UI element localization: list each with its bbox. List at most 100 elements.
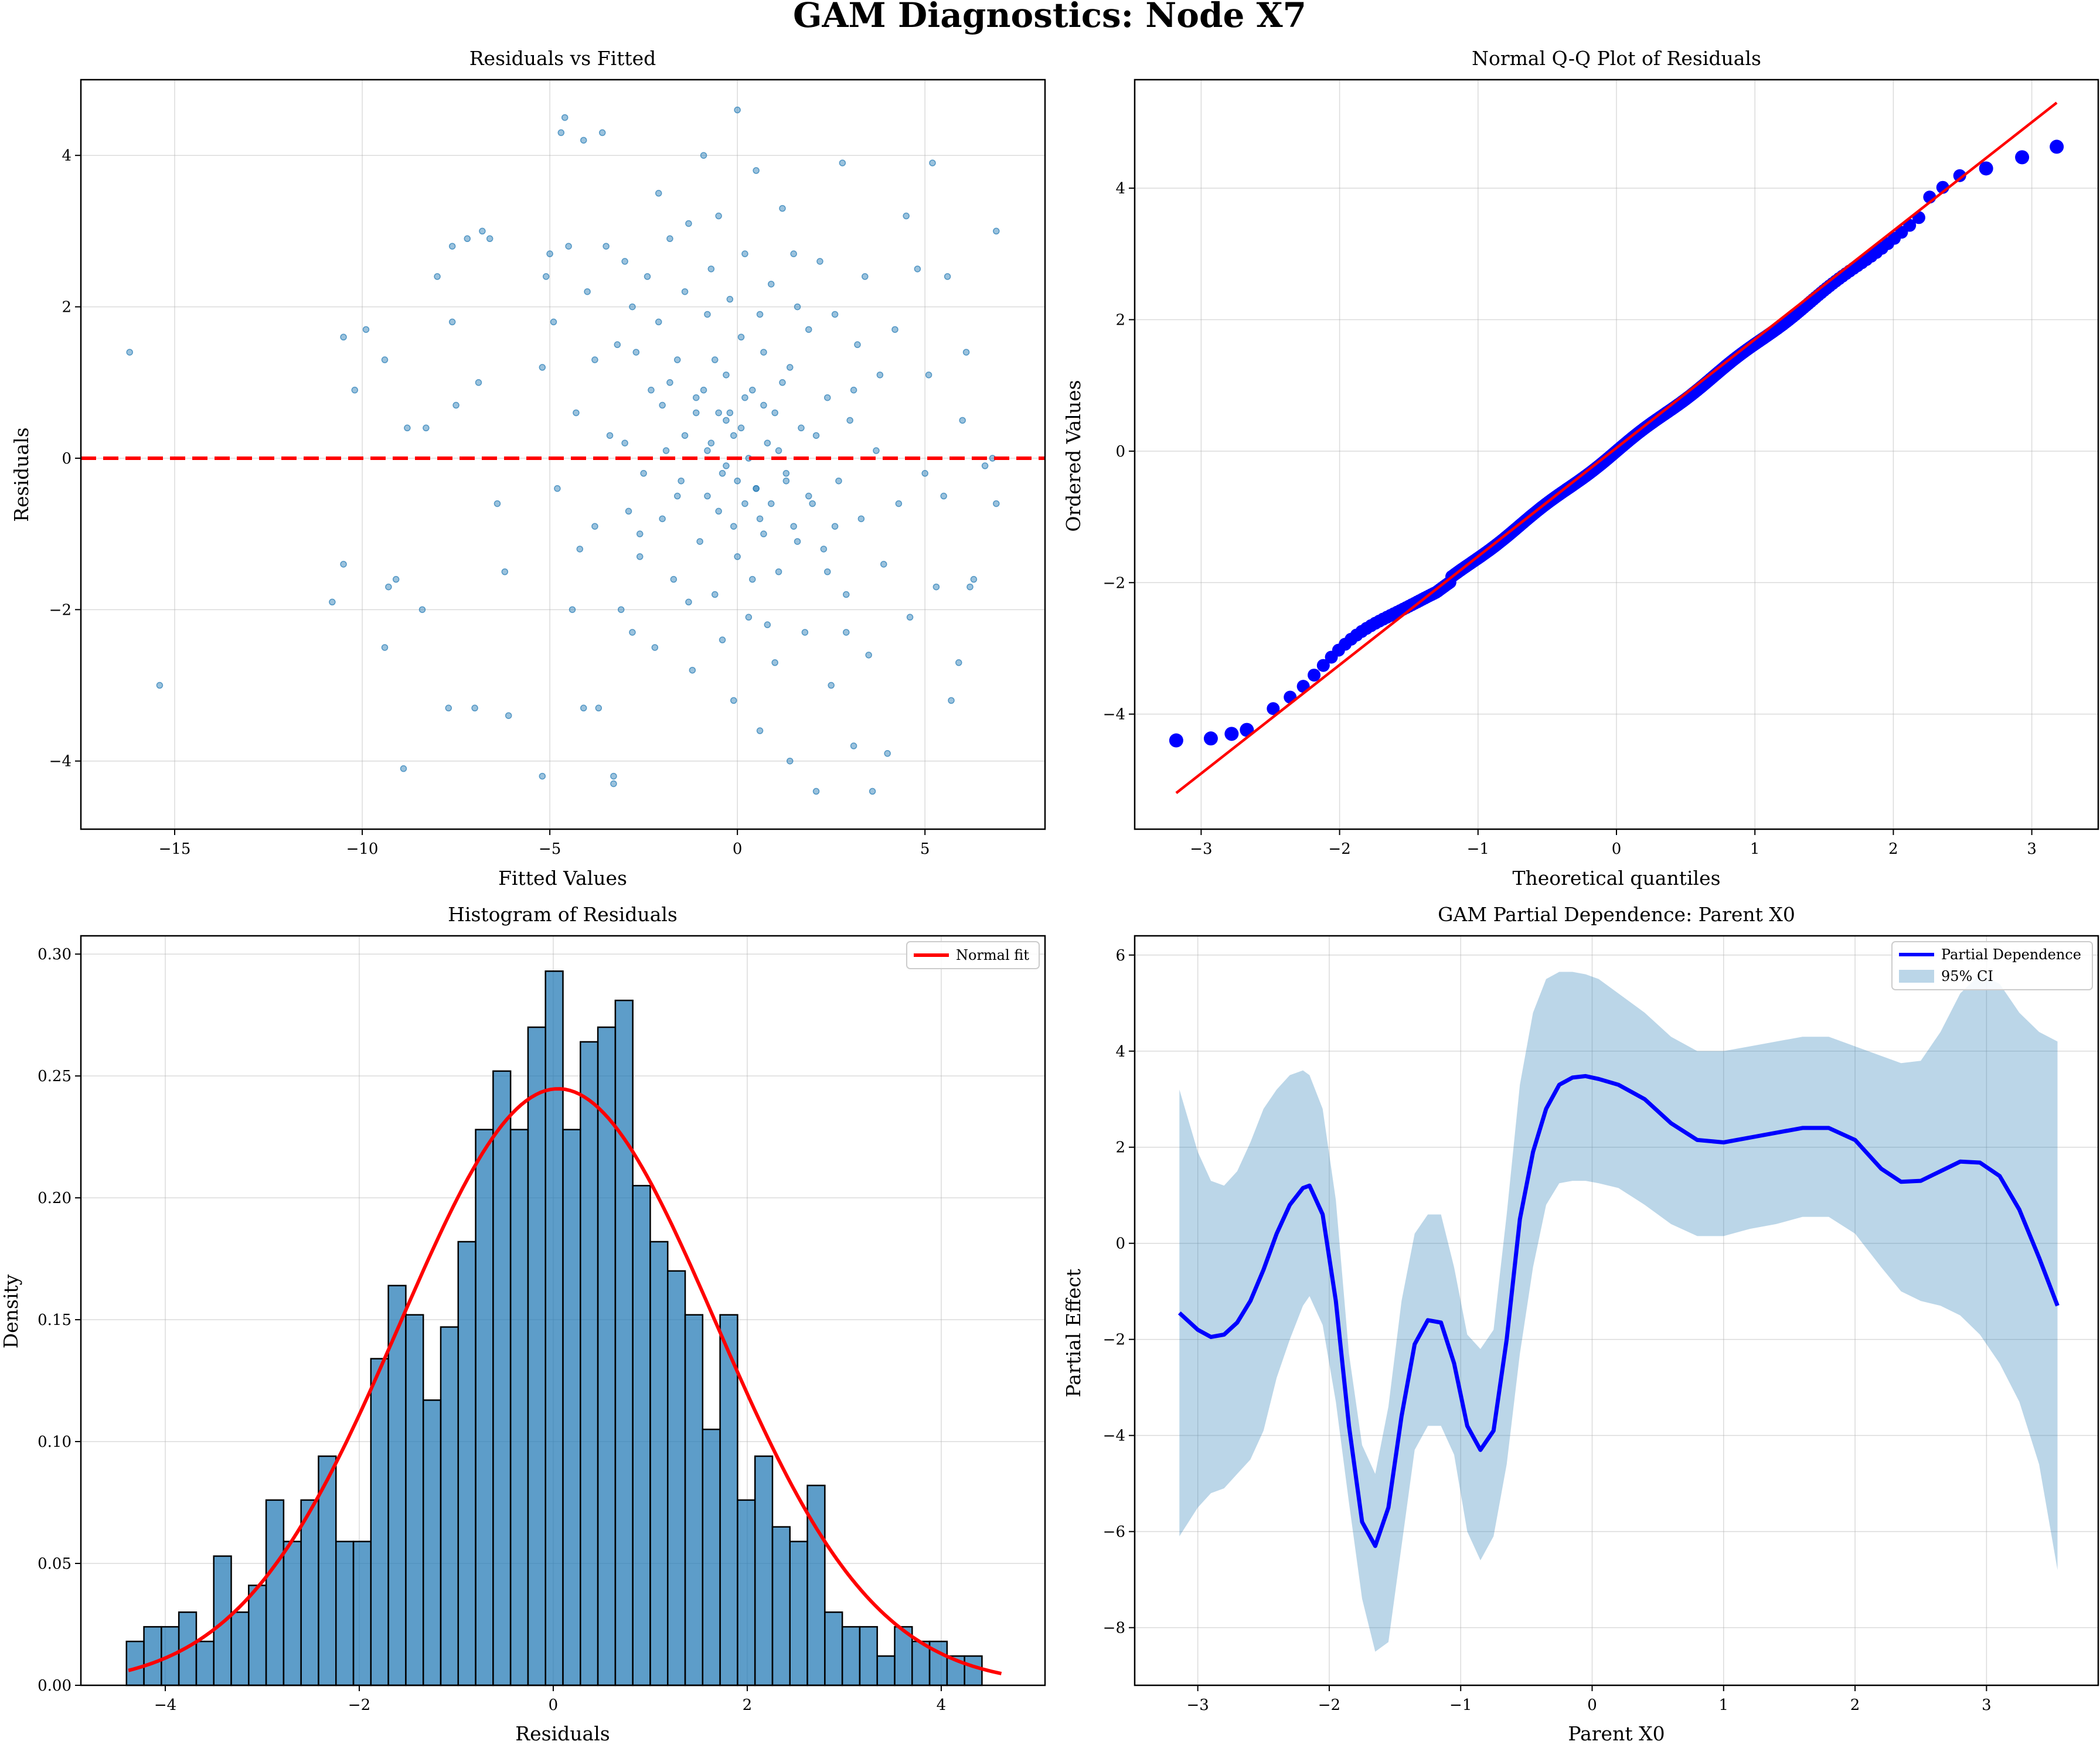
residual-point	[940, 492, 947, 500]
qq-point	[1316, 659, 1330, 672]
x-tick-label: −3	[1190, 840, 1212, 858]
residual-point	[903, 212, 910, 220]
histogram-bar	[422, 1399, 442, 1686]
residual-point	[880, 561, 887, 568]
axes-frame	[80, 79, 1046, 830]
histogram-bar	[649, 1241, 669, 1686]
legend-label: Partial Dependence	[1941, 946, 2081, 963]
y-tick-label: 0	[1115, 1235, 1125, 1253]
residual-point	[493, 500, 501, 507]
residual-point	[678, 477, 685, 485]
residual-point	[404, 424, 411, 432]
residual-point	[448, 318, 456, 326]
residual-point	[659, 515, 666, 523]
residual-point	[621, 439, 628, 447]
residual-point	[828, 682, 835, 689]
residual-point	[756, 727, 764, 734]
y-tick-label: −2	[49, 601, 72, 619]
residual-point	[700, 386, 707, 394]
residual-point	[760, 349, 767, 356]
residual-point	[790, 250, 797, 257]
y-tick-label: 2	[1115, 312, 1125, 329]
residual-point	[745, 614, 753, 621]
x-axis-label: Parent X0	[1568, 1722, 1665, 1745]
residual-point	[824, 568, 831, 575]
histogram-bar	[562, 1129, 581, 1686]
residual-point	[970, 575, 978, 583]
residual-point	[932, 583, 940, 591]
qq-point	[1979, 161, 1993, 176]
histogram-bar	[684, 1314, 704, 1686]
residual-point	[644, 273, 651, 280]
residual-point	[569, 606, 576, 614]
histogram-bar	[580, 1041, 599, 1686]
residual-point	[748, 386, 756, 394]
residual-point	[475, 379, 482, 386]
x-tick-label: 2	[1888, 840, 1898, 858]
x-tick-label: 3	[2027, 840, 2037, 858]
residual-point	[539, 772, 546, 780]
residual-point	[730, 432, 737, 439]
residual-point	[846, 417, 853, 424]
residual-point	[546, 250, 553, 257]
residual-point	[685, 220, 692, 227]
residual-point	[501, 568, 509, 575]
residual-point	[452, 401, 460, 409]
residual-point	[993, 227, 1000, 235]
residual-point	[835, 477, 842, 485]
residual-point	[539, 364, 546, 371]
residual-point	[929, 159, 936, 166]
residual-point	[434, 273, 441, 280]
y-tick-label: 2	[62, 299, 72, 316]
residual-point	[869, 788, 876, 795]
legend: Normal fit	[906, 941, 1040, 969]
grid	[1135, 936, 2098, 1685]
qq-point	[1203, 731, 1218, 746]
residual-point	[629, 303, 636, 311]
x-tick-label: 0	[733, 840, 743, 858]
plot-area	[81, 106, 1045, 795]
residual-point	[723, 462, 730, 469]
x-tick-label: 2	[1850, 1696, 1860, 1714]
histogram-bar	[824, 1611, 843, 1686]
residual-point	[831, 523, 839, 530]
x-tick-label: −5	[539, 840, 561, 858]
residual-point	[591, 523, 598, 530]
residual-point	[805, 492, 812, 500]
qq-point	[1169, 733, 1183, 748]
y-tick-label: −4	[1103, 1427, 1125, 1445]
residual-point	[662, 447, 670, 454]
histogram-bar	[894, 1626, 913, 1686]
residual-point	[734, 553, 741, 560]
residual-point	[726, 409, 734, 417]
residual-point	[640, 470, 647, 477]
residual-point	[610, 780, 617, 788]
x-tick-label: −10	[346, 840, 379, 858]
residual-point	[610, 772, 617, 780]
legend-label: 95% CI	[1941, 968, 1993, 984]
x-axis-label: Fitted Values	[498, 867, 627, 890]
residual-point	[756, 311, 764, 318]
x-tick-label: 1	[1719, 1696, 1729, 1714]
residual-point	[329, 598, 336, 606]
residual-point	[730, 697, 737, 704]
residual-point	[921, 470, 928, 477]
x-tick-label: 1	[1750, 840, 1760, 858]
residual-point	[723, 372, 730, 379]
residual-point	[748, 575, 756, 583]
histogram-bar	[492, 1070, 512, 1686]
histogram-bar	[737, 1499, 756, 1686]
qq-point	[1308, 669, 1321, 682]
histogram-bar	[964, 1655, 983, 1686]
residual-point	[614, 341, 621, 348]
residual-point	[719, 636, 726, 643]
residual-point	[786, 364, 794, 371]
residual-point	[771, 409, 778, 417]
residual-point	[550, 318, 557, 326]
residual-point	[843, 591, 850, 598]
residual-point	[981, 462, 989, 469]
residual-point	[726, 295, 734, 303]
residual-point	[914, 265, 921, 272]
residual-point	[704, 447, 711, 454]
residual-point	[812, 788, 820, 795]
